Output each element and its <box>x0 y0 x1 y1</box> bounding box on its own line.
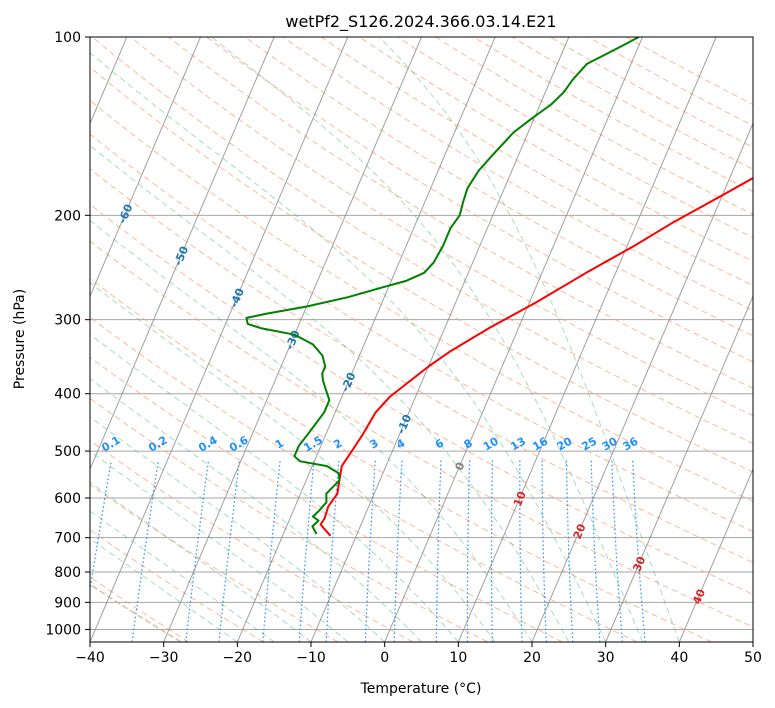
dry-adiabat-line <box>90 356 563 642</box>
isotherm-line <box>163 37 422 642</box>
y-tick-label: 800 <box>54 565 81 581</box>
moist-adiabat-line <box>90 377 422 642</box>
x-tick-label: 40 <box>670 650 688 666</box>
moist-adiabat-line <box>90 52 607 642</box>
moist-adiabat-line <box>211 37 643 642</box>
isotherm-line <box>457 37 717 642</box>
chart-title: wetPf2_S126.2024.366.03.14.E21 <box>285 12 556 32</box>
y-tick-label: 400 <box>54 387 81 403</box>
moist-adiabat-line <box>90 537 238 642</box>
plot-frame <box>89 36 754 643</box>
sounding-profiles <box>245 37 753 537</box>
moist-adiabat-line <box>90 144 570 642</box>
y-axis-label: Pressure (hPa) <box>12 289 28 389</box>
dry-adiabat-line <box>90 66 753 473</box>
x-tick-label: 30 <box>597 650 615 666</box>
mixing-ratio-line <box>218 460 240 642</box>
dry-adiabat-line <box>130 37 753 417</box>
x-tick-label: 20 <box>523 650 541 666</box>
moist-adiabat-line <box>90 416 386 642</box>
moist-adiabat-line <box>90 481 312 642</box>
y-tick-label: 1000 <box>45 622 81 638</box>
isotherm-line <box>236 37 496 642</box>
dry-adiabat-line <box>90 316 638 642</box>
moist-adiabat-line <box>90 510 275 642</box>
isotherm-label: 40 <box>690 587 708 606</box>
y-tick-label: 100 <box>54 30 81 46</box>
x-tick-label: 0 <box>380 650 389 666</box>
moist-adiabat-line <box>378 37 680 642</box>
y-tick-label: 200 <box>54 208 81 224</box>
isotherm-line <box>90 37 201 298</box>
dry-adiabat-line <box>90 168 753 563</box>
isotherm-line <box>90 37 349 642</box>
x-tick-label: −30 <box>149 650 179 666</box>
x-tick-label: −20 <box>223 650 253 666</box>
mixing-ratio-line <box>185 460 210 642</box>
x-tick-label: 50 <box>744 650 762 666</box>
isotherm-line <box>678 467 753 642</box>
dry-adiabat-line <box>90 203 753 595</box>
isotherm-label: 20 <box>571 522 589 541</box>
moist-adiabat-line <box>90 281 496 642</box>
x-tick-label: 10 <box>449 650 467 666</box>
isotherm-line <box>531 122 753 642</box>
isotherm-line <box>605 295 753 642</box>
dry-adiabat-line <box>168 37 753 389</box>
x-tick-label: −40 <box>75 650 105 666</box>
moist-adiabat-line <box>90 220 533 642</box>
dry-adiabat-line <box>90 440 414 642</box>
y-tick-label: 900 <box>54 595 81 611</box>
isotherm-line <box>384 37 643 642</box>
background-lines <box>90 37 753 642</box>
isotherm-line <box>90 37 275 471</box>
isotherm-line <box>310 37 570 642</box>
y-tick-label: 300 <box>54 313 81 329</box>
isotherm-label: 10 <box>511 489 529 508</box>
y-tick-label: 600 <box>54 491 81 507</box>
dewpoint-profile-line <box>245 37 640 535</box>
dry-adiabat-line <box>206 37 753 363</box>
y-axis-ticks: 100 200 300 400 500 600 700 800 900 1000 <box>45 30 90 638</box>
y-tick-label: 500 <box>54 444 81 460</box>
isotherm-label: 30 <box>630 554 648 573</box>
mixing-ratio-line <box>131 460 159 642</box>
x-tick-label: −10 <box>296 650 326 666</box>
y-tick-label: 700 <box>54 531 81 547</box>
dry-adiabat-line <box>91 37 753 444</box>
x-axis-label: Temperature (°C) <box>360 681 482 697</box>
dry-adiabat-line <box>90 133 753 533</box>
temperature-profile-line <box>319 176 753 537</box>
mixing-ratio-line <box>90 460 112 594</box>
x-axis-ticks: −40 −30 −20 −10 0 10 20 30 40 50 <box>75 642 762 666</box>
moist-adiabat-line <box>90 333 459 642</box>
dry-adiabat-line <box>90 483 339 642</box>
dry-adiabat-line <box>90 240 753 628</box>
